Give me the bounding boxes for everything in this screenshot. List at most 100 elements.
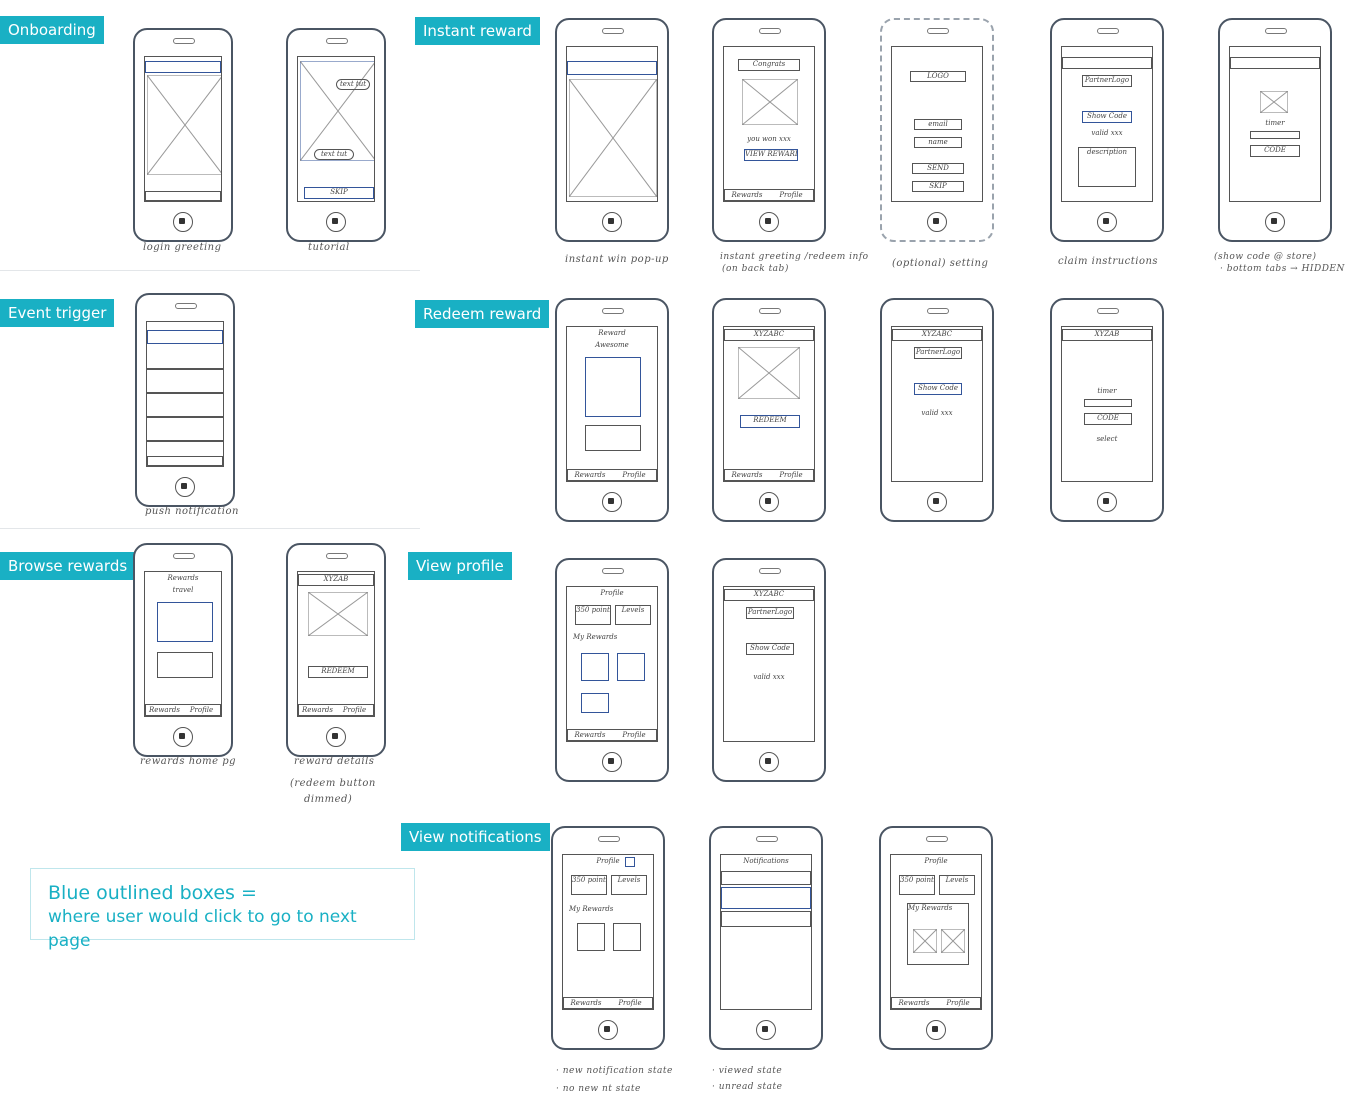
- levels-box[interactable]: Levels: [615, 605, 651, 625]
- description-box: description: [1078, 147, 1136, 187]
- list-line: [147, 416, 223, 418]
- caption-show-code: (show code @ store): [1214, 252, 1317, 262]
- reward-card[interactable]: [585, 357, 641, 417]
- show-code-button[interactable]: Show Code: [914, 383, 962, 395]
- screen: Rewards travel Rewards Profile: [144, 571, 222, 717]
- screen: [566, 46, 658, 202]
- redeem-button-dimmed: REDEEM: [308, 666, 368, 678]
- nav-bar: XYZABC: [892, 329, 982, 341]
- tab-rewards[interactable]: Rewards: [574, 731, 606, 739]
- notification-row[interactable]: [721, 911, 811, 927]
- tab-profile[interactable]: Profile: [189, 706, 214, 714]
- speaker: [759, 28, 781, 34]
- speaker: [326, 38, 348, 44]
- redeem-button[interactable]: REDEEM: [740, 415, 800, 428]
- home-button: [326, 727, 346, 747]
- timer-text: timer: [1265, 119, 1285, 127]
- show-code-button[interactable]: Show Code: [746, 643, 794, 655]
- awesome-text: Awesome: [595, 341, 629, 349]
- notification-row[interactable]: [721, 887, 811, 909]
- home-button: [175, 477, 195, 497]
- tab-profile[interactable]: Profile: [946, 999, 970, 1007]
- profile-title: Profile: [600, 589, 624, 597]
- notification-banner[interactable]: [147, 330, 223, 344]
- screen: XYZAB timer CODE select: [1061, 326, 1153, 482]
- tab-profile[interactable]: Profile: [622, 731, 646, 739]
- reward-thumb[interactable]: [581, 653, 609, 681]
- home-button: [759, 492, 779, 512]
- reward-thumb[interactable]: [617, 653, 645, 681]
- home-button: [173, 727, 193, 747]
- greeting-banner[interactable]: [145, 61, 221, 73]
- legend-box: Blue outlined boxes = where user would c…: [30, 868, 415, 951]
- screen: Profile 350 points Levels My Rewards Rew…: [562, 854, 654, 1010]
- notification-icon[interactable]: [625, 857, 635, 867]
- tab-profile[interactable]: Profile: [779, 191, 803, 199]
- screen: Congrats you won xxx VIEW REWARD Rewards…: [723, 46, 815, 202]
- notifications-title: Notifications: [743, 857, 789, 865]
- tab-rewards[interactable]: Rewards: [898, 999, 930, 1007]
- speaker: [759, 308, 781, 314]
- divider: [0, 270, 420, 271]
- levels-box[interactable]: Levels: [611, 875, 647, 895]
- phone-login-greeting: [133, 28, 233, 242]
- popup-banner[interactable]: [567, 61, 657, 75]
- valid-text: valid xxx: [1091, 129, 1123, 137]
- speaker: [1097, 308, 1119, 314]
- caption-instant-greeting: instant greeting /redeem info: [720, 252, 869, 262]
- tab-rewards[interactable]: Rewards: [731, 191, 763, 199]
- phone-profile-after: Profile 350 points Levels My Rewards Rew…: [879, 826, 993, 1050]
- phone-instant-greeting: Congrats you won xxx VIEW REWARD Rewards…: [712, 18, 826, 242]
- name-field[interactable]: name: [914, 137, 962, 148]
- reward-thumb: [913, 929, 937, 953]
- tab-bar: Rewards Profile: [567, 729, 657, 741]
- notification-row[interactable]: [721, 871, 811, 885]
- tab-profile[interactable]: Profile: [779, 471, 803, 479]
- section-redeem-reward: Redeem reward: [415, 300, 550, 328]
- caption-redeem-dimmed-2: dimmed): [304, 794, 353, 805]
- home-button: [173, 212, 193, 232]
- tab-profile[interactable]: Profile: [342, 706, 367, 714]
- view-reward-button[interactable]: VIEW REWARD: [744, 149, 798, 161]
- skip-button[interactable]: SKIP: [304, 187, 374, 199]
- email-field[interactable]: email: [914, 119, 962, 130]
- speaker: [927, 308, 949, 314]
- send-button[interactable]: SEND: [912, 163, 964, 174]
- home-button: [927, 212, 947, 232]
- speaker: [759, 568, 781, 574]
- section-instant-reward: Instant reward: [415, 17, 540, 45]
- tab-bar: [145, 191, 221, 201]
- tab-rewards[interactable]: Rewards: [731, 471, 763, 479]
- tab-rewards[interactable]: Rewards: [574, 471, 606, 479]
- caption-instant-greeting-2: (on back tab): [722, 264, 789, 274]
- phone-show-code: timer CODE: [1218, 18, 1332, 242]
- legend-line1: Blue outlined boxes =: [48, 882, 257, 904]
- my-rewards-label: My Rewards: [573, 633, 618, 641]
- tab-rewards[interactable]: Rewards: [570, 999, 602, 1007]
- levels-box[interactable]: Levels: [939, 875, 975, 895]
- tutorial-bubble: text tut: [314, 149, 354, 160]
- tab-profile[interactable]: Profile: [622, 471, 646, 479]
- list-line: [147, 440, 223, 442]
- show-code-button[interactable]: Show Code: [1082, 111, 1132, 123]
- skip-button[interactable]: SKIP: [912, 181, 964, 192]
- home-button: [1097, 212, 1117, 232]
- nav-bar: [1062, 57, 1152, 69]
- reward-thumb[interactable]: [581, 693, 609, 713]
- tab-rewards[interactable]: Rewards: [302, 706, 333, 714]
- tab-bar: Rewards Profile: [145, 704, 221, 716]
- points-box: 350 points: [575, 605, 611, 625]
- reward-thumb: [577, 923, 605, 951]
- phone-push-notification: [135, 293, 235, 507]
- points-box: 350 points: [899, 875, 935, 895]
- reward-card[interactable]: [157, 602, 213, 642]
- image-placeholder: [738, 347, 800, 399]
- my-rewards-label: My Rewards: [569, 905, 614, 913]
- phone-profile: Profile 350 points Levels My Rewards Rew…: [555, 558, 669, 782]
- caption-instant-win: instant win pop-up: [565, 254, 669, 265]
- phone-notification-profile: Profile 350 points Levels My Rewards Rew…: [551, 826, 665, 1050]
- tab-profile[interactable]: Profile: [618, 999, 642, 1007]
- travel-category: travel: [172, 586, 194, 594]
- speaker: [1097, 28, 1119, 34]
- tab-rewards[interactable]: Rewards: [149, 706, 180, 714]
